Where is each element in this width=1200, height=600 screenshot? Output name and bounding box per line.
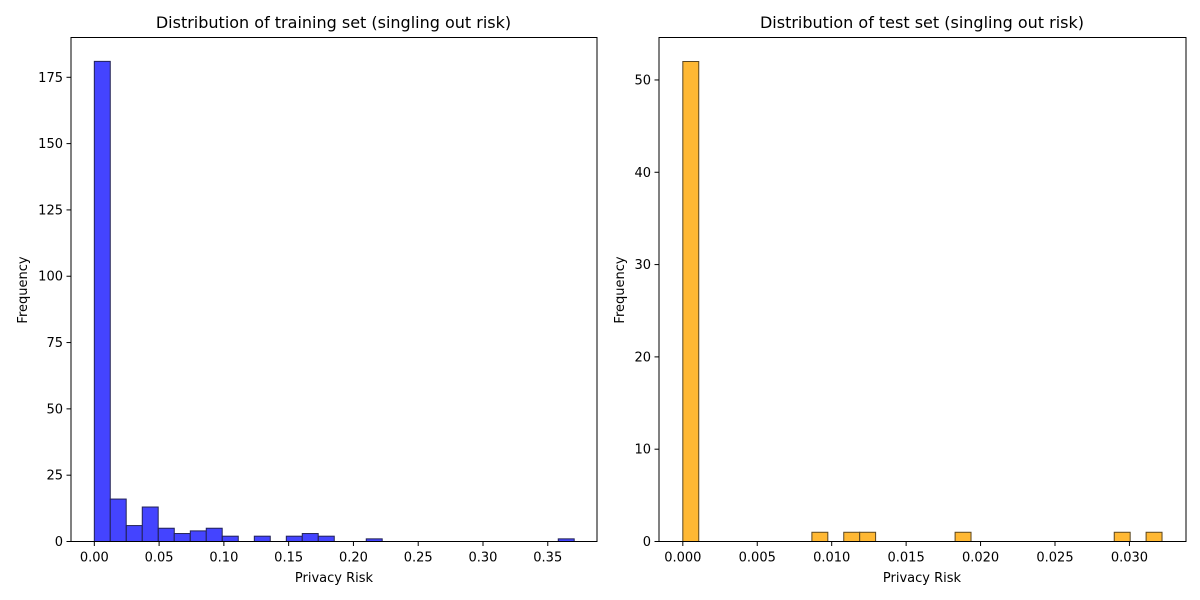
histogram-bar	[682, 61, 700, 542]
y-tick-label: 175	[38, 71, 63, 86]
histogram-bar	[285, 535, 303, 543]
y-tick-label: 150	[38, 137, 63, 152]
y-tick-label: 0	[643, 535, 651, 550]
x-tick-label: 0.00	[80, 551, 109, 566]
y-tick-label: 100	[38, 270, 63, 285]
bars-group	[93, 60, 575, 543]
y-tick-label: 50	[634, 73, 651, 88]
histogram-bar	[205, 527, 223, 542]
histogram-bar	[253, 535, 271, 543]
y-tick-label: 0	[55, 535, 63, 550]
x-tick-label: 0.015	[888, 551, 925, 566]
x-ticks: 0.00 0.05 0.10 0.15 0.20 0.25 0.30 0.35	[80, 541, 562, 566]
y-tick-label: 25	[46, 469, 63, 484]
histogram-bar	[189, 530, 207, 543]
y-tick-label: 75	[46, 336, 63, 351]
x-tick-label: 0.030	[1111, 551, 1148, 566]
x-tick-label: 0.025	[1036, 551, 1073, 566]
histogram-bar	[843, 531, 861, 543]
histogram-bar	[317, 535, 335, 543]
y-tick-label: 10	[634, 443, 651, 458]
histogram-bar	[301, 533, 319, 542]
plot-frame	[658, 37, 1187, 542]
histogram-bar	[157, 527, 175, 542]
chart-title: Distribution of test set (singling out r…	[760, 13, 1084, 32]
histogram-bar	[1113, 531, 1131, 543]
histogram-bar	[93, 60, 111, 543]
x-tick-label: 0.05	[145, 551, 174, 566]
histogram-bar	[173, 533, 191, 542]
histogram-bar	[125, 525, 143, 543]
histogram-bar	[109, 498, 127, 542]
training-histogram-panel: Distribution of training set (singling o…	[16, 13, 598, 586]
x-tick-label: 0.020	[962, 551, 999, 566]
histogram-bar	[811, 531, 829, 543]
x-tick-label: 0.35	[533, 551, 562, 566]
histogram-bar	[1145, 531, 1163, 543]
x-tick-label: 0.20	[339, 551, 368, 566]
x-tick-label: 0.30	[469, 551, 498, 566]
histogram-bar	[954, 531, 972, 543]
y-ticks: 0 10 20 30 40 50	[634, 73, 659, 550]
x-ticks: 0.000 0.005 0.010 0.015 0.020 0.025 0.030	[664, 541, 1148, 566]
histogram-bar	[141, 506, 159, 542]
x-tick-label: 0.10	[209, 551, 238, 566]
x-axis-label: Privacy Risk	[295, 571, 374, 586]
bars-group	[682, 61, 1163, 543]
x-tick-label: 0.010	[813, 551, 850, 566]
y-axis-label: Frequency	[16, 256, 31, 323]
histogram-bar	[221, 535, 239, 543]
y-axis-label: Frequency	[613, 256, 628, 323]
x-tick-label: 0.005	[739, 551, 776, 566]
chart-title: Distribution of training set (singling o…	[156, 13, 511, 32]
x-axis-label: Privacy Risk	[883, 571, 962, 586]
y-tick-label: 50	[46, 402, 63, 417]
y-tick-label: 30	[634, 258, 651, 273]
y-tick-label: 40	[634, 166, 651, 181]
y-tick-label: 125	[38, 203, 63, 218]
y-tick-label: 20	[634, 350, 651, 365]
x-tick-label: 0.000	[664, 551, 701, 566]
test-histogram-panel: Distribution of test set (singling out r…	[613, 13, 1187, 586]
x-tick-label: 0.15	[274, 551, 303, 566]
y-ticks: 0 25 50 75 100 125 150 175	[38, 71, 71, 550]
x-tick-label: 0.25	[404, 551, 433, 566]
plot-frame	[70, 37, 598, 542]
histogram-bar	[859, 531, 877, 543]
